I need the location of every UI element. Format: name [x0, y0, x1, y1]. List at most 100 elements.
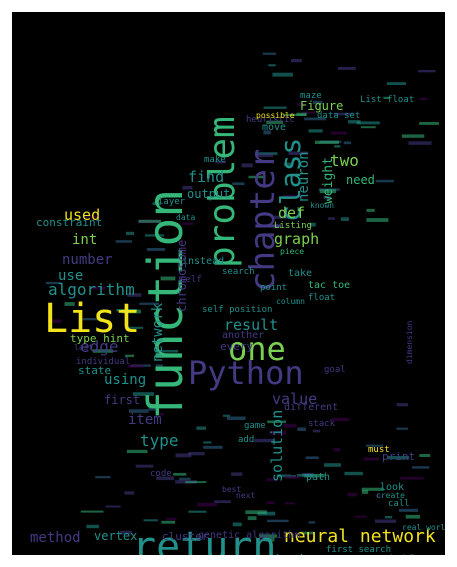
filler-word-mark	[315, 140, 339, 144]
filler-word-mark	[266, 120, 284, 124]
filler-word-mark	[412, 466, 430, 469]
filler-word-mark	[188, 452, 205, 456]
cloud-word-listing: Listing	[274, 221, 312, 231]
filler-word-mark	[419, 454, 431, 457]
cloud-word-must: must	[368, 445, 390, 455]
cloud-word-edge: edge	[80, 337, 119, 356]
filler-word-mark	[127, 293, 142, 297]
cloud-word-real-world: real world	[402, 523, 445, 532]
filler-word-mark	[356, 121, 380, 125]
filler-word-mark	[248, 175, 266, 179]
cloud-word-list: List	[44, 296, 140, 342]
cloud-word-print: print	[382, 450, 415, 463]
cloud-word-method: method	[30, 530, 81, 546]
cloud-word-algorithm: algorithm	[48, 280, 135, 299]
filler-word-mark	[333, 448, 341, 452]
filler-word-mark	[93, 349, 114, 353]
filler-word-mark	[188, 510, 207, 513]
cloud-word-dimension: dimension	[405, 320, 414, 364]
filler-word-mark	[264, 537, 275, 542]
filler-word-mark	[215, 160, 227, 164]
filler-word-mark	[138, 219, 162, 223]
cloud-word-constraint: constraint	[36, 216, 102, 229]
filler-word-mark	[386, 82, 406, 85]
filler-word-mark	[344, 471, 363, 476]
filler-word-mark	[296, 112, 307, 116]
cloud-word-point: point	[260, 283, 287, 293]
filler-word-mark	[361, 487, 384, 491]
filler-word-mark	[296, 473, 314, 477]
filler-word-mark	[90, 286, 106, 290]
filler-word-mark	[203, 441, 212, 444]
filler-word-mark	[285, 475, 300, 479]
filler-word-mark	[419, 122, 439, 125]
cloud-word-weight: weight	[321, 157, 336, 204]
cloud-word-best: best	[222, 485, 241, 494]
filler-word-mark	[308, 521, 316, 524]
filler-word-mark	[232, 522, 242, 527]
cloud-word-one: one	[228, 330, 286, 368]
filler-word-mark	[272, 72, 293, 77]
filler-word-mark	[154, 349, 179, 353]
filler-word-mark	[48, 319, 62, 323]
cloud-word-game: game	[244, 421, 266, 431]
cloud-word-layer: layer	[158, 197, 186, 207]
cloud-word-every: every	[220, 340, 253, 353]
cloud-word-code: code	[150, 469, 172, 479]
cloud-word-output: output	[187, 187, 230, 201]
cloud-word-first: first	[104, 393, 140, 407]
filler-word-mark	[125, 354, 135, 357]
filler-word-mark	[363, 457, 380, 461]
filler-word-mark	[401, 134, 425, 138]
cloud-word-distance: distance	[78, 554, 131, 555]
cloud-word-tac-toe: tac toe	[308, 280, 350, 291]
filler-word-mark	[105, 505, 121, 508]
filler-word-mark	[179, 477, 191, 481]
filler-word-mark	[419, 97, 428, 101]
cloud-word-cluster: cluster	[162, 530, 209, 543]
filler-word-mark	[196, 426, 206, 430]
filler-word-mark	[197, 502, 217, 507]
filler-word-mark	[129, 409, 149, 413]
filler-word-mark	[375, 494, 382, 497]
filler-word-mark	[259, 534, 278, 538]
filler-word-mark	[269, 430, 287, 435]
cloud-word-figure: Figure	[300, 99, 343, 113]
filler-word-mark	[400, 476, 424, 480]
cloud-word-search: search	[222, 267, 255, 277]
cloud-word-graph: graph	[274, 230, 319, 248]
cloud-word-different: different	[284, 402, 338, 413]
cloud-word-neuron: neuron	[296, 151, 312, 202]
filler-word-mark	[360, 126, 376, 129]
cloud-word-call: call	[388, 499, 410, 509]
filler-word-mark	[64, 302, 75, 306]
filler-word-mark	[375, 519, 397, 523]
cloud-word-move: move	[262, 122, 286, 133]
cloud-word-book: book	[276, 553, 307, 555]
filler-word-mark	[127, 364, 144, 368]
cloud-word-goal: goal	[324, 365, 346, 375]
filler-word-mark	[119, 530, 132, 535]
filler-word-mark	[146, 248, 166, 251]
cloud-word-path: path	[306, 472, 330, 483]
cloud-word-network: network	[150, 302, 166, 362]
cloud-word-solution: solution	[268, 410, 286, 482]
filler-word-mark	[405, 514, 420, 519]
cloud-word-used: used	[64, 206, 100, 224]
filler-word-mark	[361, 490, 369, 494]
filler-word-mark	[273, 215, 291, 219]
filler-word-mark	[203, 445, 223, 449]
filler-word-mark	[255, 153, 274, 158]
cloud-word-stack: stack	[308, 419, 336, 429]
filler-word-mark	[231, 472, 243, 476]
filler-word-mark	[226, 416, 246, 420]
cloud-word-neural-network: neural network	[284, 526, 436, 547]
filler-word-mark	[334, 145, 341, 148]
filler-word-mark	[80, 510, 104, 513]
filler-word-mark	[365, 444, 384, 447]
filler-word-mark	[126, 231, 135, 236]
filler-word-mark	[312, 100, 323, 105]
filler-word-mark	[254, 438, 275, 443]
cloud-word-def: def	[278, 204, 305, 222]
cloud-word-return: return	[132, 524, 277, 555]
